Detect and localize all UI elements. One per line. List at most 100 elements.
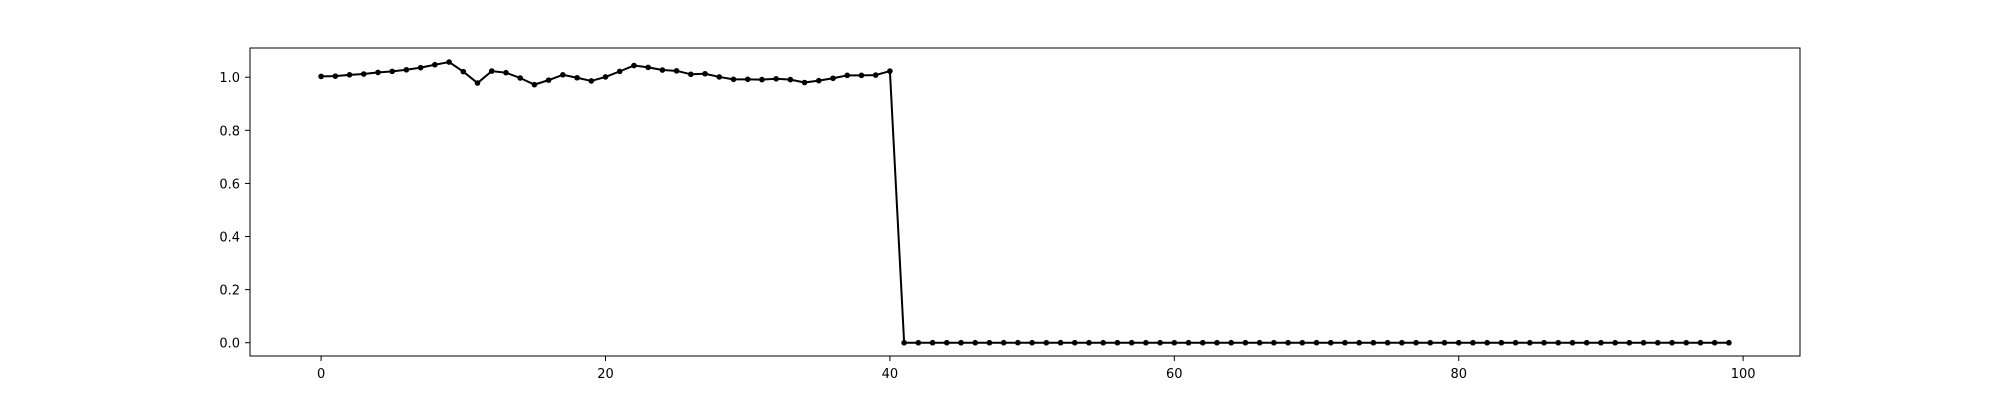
data-point bbox=[1100, 339, 1107, 346]
data-point bbox=[1413, 339, 1419, 346]
x-axis: 0 20 40 60 80 100 bbox=[317, 356, 1756, 382]
data-point bbox=[1399, 339, 1405, 346]
data-point bbox=[318, 73, 324, 80]
data-point bbox=[1583, 339, 1590, 346]
data-point bbox=[588, 78, 595, 84]
x-tick-label: 20 bbox=[597, 367, 614, 382]
data-point bbox=[403, 66, 410, 73]
data-point bbox=[816, 77, 822, 84]
data-point bbox=[1455, 339, 1462, 346]
data-point bbox=[360, 71, 367, 77]
data-point bbox=[1612, 339, 1618, 346]
data-point bbox=[744, 76, 751, 83]
data-point bbox=[688, 71, 694, 78]
data-point bbox=[1086, 339, 1092, 346]
data-point bbox=[787, 76, 794, 83]
y-tick-label: 0.0 bbox=[219, 337, 240, 352]
data-point bbox=[1029, 339, 1035, 346]
data-point bbox=[1470, 339, 1476, 346]
data-point bbox=[574, 74, 580, 81]
data-point bbox=[1271, 339, 1277, 346]
data-point bbox=[446, 59, 452, 65]
data-point bbox=[1143, 339, 1149, 346]
data-point bbox=[1185, 339, 1192, 346]
data-point bbox=[773, 76, 779, 82]
data-point bbox=[631, 62, 637, 69]
data-point bbox=[545, 77, 552, 83]
data-point bbox=[375, 69, 381, 76]
data-point bbox=[929, 339, 936, 346]
data-point bbox=[943, 339, 950, 346]
data-point bbox=[1356, 339, 1362, 346]
data-point bbox=[602, 74, 609, 80]
data-point bbox=[1071, 339, 1078, 346]
plot-area bbox=[249, 47, 1801, 357]
data-point bbox=[858, 72, 865, 79]
data-point bbox=[958, 339, 964, 346]
data-point bbox=[844, 72, 851, 79]
data-point bbox=[1285, 339, 1291, 346]
series-line bbox=[321, 61, 1729, 344]
data-point bbox=[1114, 339, 1121, 346]
data-point bbox=[1555, 339, 1562, 346]
x-tick-label: 100 bbox=[1731, 367, 1756, 382]
data-point bbox=[702, 70, 708, 77]
y-tick-label: 0.4 bbox=[219, 231, 240, 246]
data-point bbox=[1199, 339, 1206, 346]
data-point bbox=[560, 72, 566, 78]
data-point bbox=[389, 68, 396, 75]
data-point bbox=[1384, 339, 1391, 346]
data-point bbox=[1683, 339, 1690, 346]
data-point bbox=[645, 64, 651, 71]
data-point bbox=[1711, 339, 1718, 346]
y-axis: 0.0 0.2 0.4 0.6 0.8 1.0 bbox=[219, 71, 250, 352]
data-point bbox=[517, 75, 523, 81]
data-point bbox=[887, 68, 893, 74]
data-point bbox=[901, 339, 907, 346]
data-point bbox=[1214, 339, 1220, 346]
data-point bbox=[1498, 339, 1505, 346]
data-point bbox=[716, 74, 723, 80]
x-tick-label: 80 bbox=[1450, 367, 1467, 382]
data-point bbox=[616, 68, 623, 75]
data-point bbox=[872, 72, 879, 78]
data-point bbox=[759, 76, 765, 83]
data-point bbox=[1015, 339, 1021, 346]
data-point bbox=[830, 75, 836, 82]
data-point bbox=[1569, 339, 1576, 346]
data-point bbox=[1299, 339, 1306, 346]
data-point bbox=[1512, 339, 1519, 346]
data-point bbox=[531, 81, 538, 88]
data-point bbox=[1000, 339, 1007, 346]
series-layer bbox=[318, 59, 1732, 346]
data-point bbox=[474, 80, 481, 86]
data-point bbox=[1598, 339, 1604, 346]
data-point bbox=[332, 73, 339, 79]
data-point bbox=[1171, 339, 1178, 346]
y-tick-label: 1.0 bbox=[219, 71, 240, 86]
data-point bbox=[1484, 339, 1490, 346]
data-point bbox=[1697, 339, 1704, 346]
data-point bbox=[1441, 339, 1448, 346]
data-point bbox=[488, 68, 495, 74]
data-point bbox=[1313, 339, 1320, 346]
data-point bbox=[659, 67, 666, 73]
data-point bbox=[986, 339, 993, 346]
data-point bbox=[1057, 339, 1064, 346]
data-point bbox=[915, 339, 922, 346]
data-point bbox=[673, 68, 680, 74]
data-point bbox=[1157, 339, 1163, 346]
data-point bbox=[1427, 339, 1434, 346]
data-point bbox=[1640, 339, 1647, 346]
x-tick-label: 60 bbox=[1166, 367, 1183, 382]
data-point bbox=[1541, 339, 1547, 346]
data-point bbox=[1327, 339, 1334, 346]
data-point bbox=[1228, 339, 1234, 346]
y-tick-label: 0.2 bbox=[219, 284, 240, 299]
data-point bbox=[972, 339, 979, 346]
data-point bbox=[460, 68, 467, 75]
data-point bbox=[503, 69, 509, 76]
data-point bbox=[1256, 339, 1263, 346]
x-tick-label: 40 bbox=[882, 367, 899, 382]
